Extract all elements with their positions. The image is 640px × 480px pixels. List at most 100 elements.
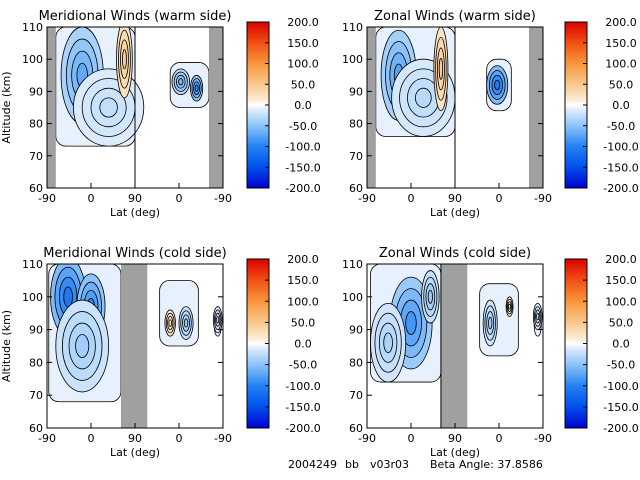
colorbar-tick-label: 50.0: [291, 316, 316, 329]
panel-2: 60 70 80 90 100 110 -90 0 90 0 -90 Zonal Winds (war…: [342, 9, 639, 219]
plot-area: [367, 264, 543, 428]
colorbar-tick-label: 100.0: [605, 295, 637, 308]
colorbar-tick-label: -100.0: [285, 380, 320, 393]
colorbar-tick-label: -200.0: [285, 182, 320, 195]
colorbar-tick-label: 150.0: [287, 274, 319, 287]
y-tick-label: 110: [342, 258, 363, 271]
x-tick-label: -90: [38, 432, 56, 445]
plot-area: [47, 264, 223, 428]
x-tick-label: 0: [176, 432, 183, 445]
colorbar-tick-label: -50.0: [607, 120, 635, 133]
panel-title: Meridional Winds (warm side): [39, 9, 232, 24]
y-tick-label: 100: [22, 53, 43, 66]
y-tick-label: 80: [349, 356, 363, 369]
colorbar-tick-label: 0.0: [294, 338, 312, 351]
x-tick-label: -90: [214, 432, 232, 445]
colorbar-tick-label: 50.0: [609, 78, 634, 91]
contour-2-level-4: [383, 332, 393, 353]
colorbar-tick-label: 100.0: [287, 58, 319, 71]
contour-6-level-4: [536, 312, 540, 321]
contour-3-level-4: [438, 57, 444, 80]
colorbar-tick-label: 200.0: [605, 16, 637, 29]
x-tick-label: 0: [496, 432, 503, 445]
contour-4-level-4: [178, 78, 184, 86]
colorbar-tick-label: -200.0: [603, 182, 638, 195]
contour-5-level-4: [183, 318, 189, 328]
x-tick-label: 0: [408, 432, 415, 445]
nodata-band-1: [367, 27, 376, 188]
x-axis-label: Lat (deg): [110, 206, 160, 219]
contour-5-level-4: [508, 303, 511, 310]
colorbar-tick-label: 200.0: [605, 253, 637, 266]
y-tick-label: 90: [29, 324, 43, 337]
x-tick-label: 0: [88, 432, 95, 445]
contour-1-level-4: [405, 311, 417, 335]
footer-flag: bb: [345, 458, 359, 471]
y-tick-label: 80: [349, 118, 363, 131]
colorbar-tick-label: -150.0: [603, 401, 638, 414]
colorbar-tick-label: 200.0: [287, 253, 319, 266]
x-tick-label: 0: [176, 192, 183, 205]
x-axis-label: Lat (deg): [110, 446, 160, 459]
colorbar-tick-label: 0.0: [612, 338, 630, 351]
colorbar-tick-label: -100.0: [603, 380, 638, 393]
x-tick-label: 90: [448, 192, 462, 205]
footer-date-code: 2004249: [288, 458, 337, 471]
y-tick-label: 70: [349, 150, 363, 163]
colorbar-tick-label: -50.0: [289, 359, 317, 372]
x-tick-label: -90: [38, 192, 56, 205]
contour-3-level-4: [75, 334, 90, 358]
y-tick-label: 110: [22, 21, 43, 34]
footer-version: v03r03: [370, 458, 410, 471]
y-tick-label: 90: [349, 324, 363, 337]
nodata-band-2: [208, 27, 223, 188]
y-tick-label: 100: [22, 291, 43, 304]
x-tick-label: -90: [534, 192, 552, 205]
nodata-band-2: [528, 27, 543, 188]
y-tick-label: 60: [349, 422, 363, 435]
x-tick-label: 0: [88, 192, 95, 205]
colorbar-tick-label: 0.0: [612, 99, 630, 112]
y-tick-label: 90: [29, 85, 43, 98]
x-axis-label: Lat (deg): [430, 206, 480, 219]
x-tick-label: 0: [408, 192, 415, 205]
plot-area: [47, 27, 223, 188]
colorbar-tick-label: -100.0: [603, 141, 638, 154]
x-tick-label: 90: [128, 432, 142, 445]
panel-title: Zonal Winds (cold side): [379, 246, 531, 261]
colorbar-tick-label: -50.0: [607, 359, 635, 372]
panel-3: 60 70 80 90 100 110 -90 0 90 0 -90 Meridional Winds…: [0, 246, 321, 459]
y-tick-label: 110: [342, 21, 363, 34]
contour-3-level-4: [122, 49, 127, 70]
nodata-band-1: [440, 264, 468, 428]
y-tick-label: 60: [349, 182, 363, 195]
data-region-2: [159, 279, 199, 347]
contour-2-level-4: [414, 87, 432, 108]
colorbar-tick-label: -150.0: [285, 401, 320, 414]
colorbar-tick-label: 150.0: [605, 274, 637, 287]
contour-4-level-4: [494, 79, 501, 91]
y-tick-label: 90: [349, 85, 363, 98]
contour-4-level-4: [488, 316, 493, 330]
contour-5-level-4: [194, 84, 199, 92]
y-axis-label: Altitude (km): [0, 310, 13, 382]
contour-4-level-4: [168, 319, 172, 327]
y-tick-label: 100: [342, 291, 363, 304]
y-tick-label: 70: [29, 150, 43, 163]
footer-beta-angle: Beta Angle: 37.8586: [430, 458, 543, 471]
y-tick-label: 70: [29, 389, 43, 402]
y-tick-label: 60: [29, 182, 43, 195]
plot-area: [367, 27, 543, 188]
x-tick-label: -90: [358, 192, 376, 205]
y-axis-label: Altitude (km): [0, 71, 13, 143]
contour-3-level-4: [427, 289, 433, 304]
x-axis-label: Lat (deg): [430, 446, 480, 459]
x-tick-label: 90: [448, 432, 462, 445]
y-tick-label: 60: [29, 422, 43, 435]
colorbar-tick-label: 200.0: [287, 16, 319, 29]
x-tick-label: -90: [534, 432, 552, 445]
colorbar-tick-label: -200.0: [603, 422, 638, 435]
panel-title: Meridional Winds (cold side): [43, 246, 226, 261]
x-tick-label: 90: [128, 192, 142, 205]
